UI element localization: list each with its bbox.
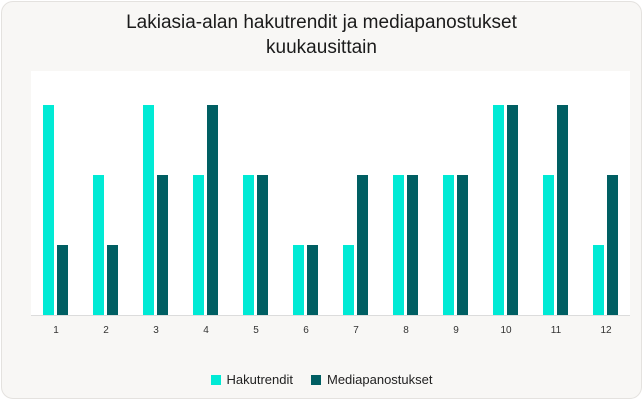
bar-mediapanostukset-7[interactable]	[357, 175, 368, 315]
legend: Hakutrendit Mediapanostukset	[0, 372, 643, 387]
x-tick-label: 6	[303, 325, 309, 336]
plot-area	[31, 71, 630, 315]
bar-hakutrendit-2[interactable]	[93, 175, 104, 315]
bar-hakutrendit-3[interactable]	[143, 105, 154, 315]
bar-hakutrendit-9[interactable]	[443, 175, 454, 315]
bar-hakutrendit-5[interactable]	[243, 175, 254, 315]
bar-hakutrendit-1[interactable]	[43, 105, 54, 315]
bar-hakutrendit-8[interactable]	[393, 175, 404, 315]
x-tick-label: 7	[353, 325, 359, 336]
x-tick-label: 2	[103, 325, 109, 336]
bar-mediapanostukset-2[interactable]	[107, 245, 118, 315]
bar-mediapanostukset-4[interactable]	[207, 105, 218, 315]
bar-mediapanostukset-9[interactable]	[457, 175, 468, 315]
legend-label: Hakutrendit	[226, 372, 293, 387]
bar-mediapanostukset-3[interactable]	[157, 175, 168, 315]
x-tick-label: 4	[203, 325, 209, 336]
legend-item-hakutrendit[interactable]: Hakutrendit	[210, 372, 293, 387]
bar-hakutrendit-10[interactable]	[493, 105, 504, 315]
x-tick-label: 9	[453, 325, 459, 336]
bar-mediapanostukset-12[interactable]	[607, 175, 618, 315]
x-tick-label: 1	[53, 325, 59, 336]
x-tick-label: 8	[403, 325, 409, 336]
bar-hakutrendit-11[interactable]	[543, 175, 554, 315]
chart-title: Lakiasia-alan hakutrendit ja mediapanost…	[0, 10, 643, 60]
chart-title-line-2: kuukausittain	[266, 37, 377, 58]
bar-mediapanostukset-5[interactable]	[257, 175, 268, 315]
x-tick-label: 10	[500, 325, 512, 336]
bar-mediapanostukset-11[interactable]	[557, 105, 568, 315]
bar-mediapanostukset-6[interactable]	[307, 245, 318, 315]
bar-mediapanostukset-8[interactable]	[407, 175, 418, 315]
bar-mediapanostukset-10[interactable]	[507, 105, 518, 315]
bar-hakutrendit-6[interactable]	[293, 245, 304, 315]
x-tick-label: 5	[253, 325, 259, 336]
x-tick-label: 3	[153, 325, 159, 336]
bar-hakutrendit-7[interactable]	[343, 245, 354, 315]
bar-hakutrendit-4[interactable]	[193, 175, 204, 315]
x-tick-label: 12	[600, 325, 612, 336]
legend-swatch-mediapanostukset	[310, 374, 321, 385]
legend-swatch-hakutrendit	[210, 374, 221, 385]
chart-title-line-1: Lakiasia-alan hakutrendit ja mediapanost…	[126, 12, 517, 33]
bar-mediapanostukset-1[interactable]	[57, 245, 68, 315]
legend-item-mediapanostukset[interactable]: Mediapanostukset	[310, 372, 433, 387]
bar-hakutrendit-12[interactable]	[593, 245, 604, 315]
legend-label: Mediapanostukset	[326, 372, 433, 387]
x-tick-label: 11	[551, 325, 562, 336]
